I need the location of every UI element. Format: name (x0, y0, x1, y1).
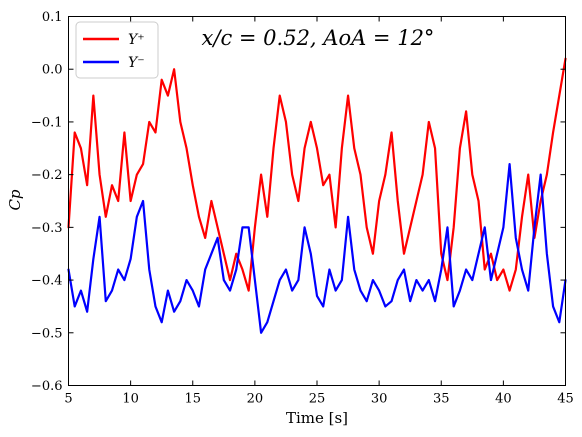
x-tick-label: 25 (309, 392, 326, 407)
y-tick-label: −0.4 (31, 274, 63, 289)
series-line-y-plus (67, 57, 567, 292)
x-tick-label: 20 (247, 392, 264, 407)
series-line-y-minus (67, 163, 567, 334)
x-tick-label: 10 (122, 392, 139, 407)
legend-label-y-plus: Y⁺ (128, 32, 145, 48)
x-tick-label: 30 (371, 392, 388, 407)
y-tick-label: −0.2 (31, 168, 63, 183)
x-tick-label: 45 (557, 392, 574, 407)
legend-label-y-minus: Y⁻ (128, 55, 145, 71)
y-tick-label: −0.1 (31, 115, 63, 130)
ticks-layer: 5 10 15 20 25 30 35 40 45 −0.6 −0.5 −0.4 −0.3 −0.2 −0.… (31, 10, 574, 407)
x-tick-label: 35 (433, 392, 450, 407)
y-tick-label: −0.5 (31, 326, 63, 341)
x-tick-label: 40 (495, 392, 512, 407)
legend-box (75, 21, 159, 79)
y-tick-label: −0.6 (31, 379, 63, 394)
x-tick-label: 15 (184, 392, 201, 407)
x-axis-label: Time [s] (286, 409, 348, 427)
series-layer (67, 57, 567, 334)
y-tick-label: 0.1 (42, 10, 63, 25)
chart-annotation: x/c = 0.52, AoA = 12° (202, 26, 435, 50)
y-tick-label: 0.0 (42, 63, 63, 78)
x-tick-label: 5 (64, 392, 72, 407)
y-tick-label: −0.3 (31, 221, 63, 236)
legend: Y⁺ Y⁻ (75, 21, 159, 79)
y-axis-label: Cp (6, 189, 24, 210)
